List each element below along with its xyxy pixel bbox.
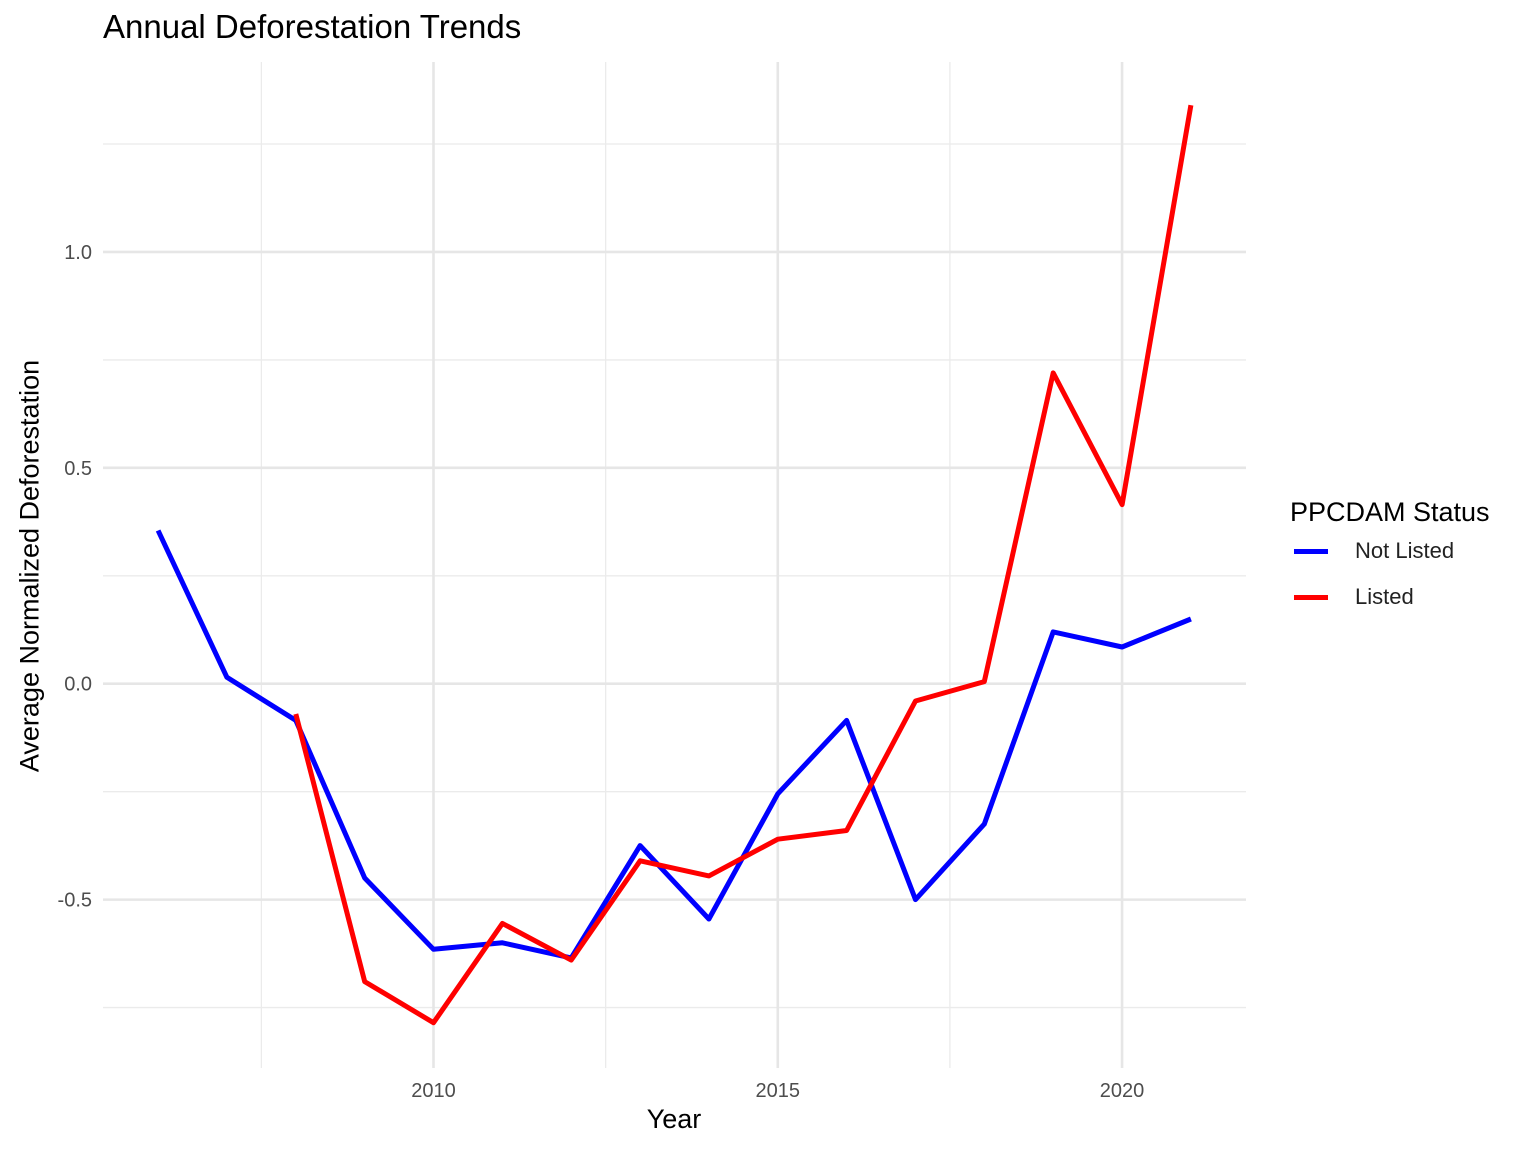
legend-title: PPCDAM Status (1290, 497, 1490, 527)
legend-label-listed: Listed (1355, 584, 1414, 609)
legend: PPCDAM Status Not Listed Listed (1290, 497, 1490, 620)
legend-item-not-listed: Not Listed (1290, 528, 1490, 574)
x-tick-label: 2015 (756, 1080, 801, 1102)
grid-major (103, 62, 1246, 1068)
legend-key-listed (1294, 594, 1328, 600)
legend-key-not-listed (1294, 548, 1328, 554)
x-tick-label: 2010 (411, 1080, 456, 1102)
legend-label-not-listed: Not Listed (1355, 538, 1455, 563)
x-tick-label: 2020 (1100, 1080, 1145, 1102)
series-line-not-listed (155, 529, 1192, 961)
y-tick-label: 0.0 (64, 674, 92, 696)
x-tick-labels: 2010 2015 2020 (411, 1080, 1144, 1102)
y-tick-label: 1.0 (64, 242, 92, 264)
series-line-listed (293, 104, 1194, 1026)
series-lines (155, 104, 1194, 1026)
x-axis-label: Year (646, 1104, 702, 1134)
chart-title: Annual Deforestation Trends (103, 8, 522, 45)
y-axis-label: Average Normalized Deforestation (14, 359, 45, 773)
grid-minor (103, 62, 1246, 1068)
y-tick-labels: -0.5 0.0 0.5 1.0 (58, 242, 92, 912)
legend-item-listed: Listed (1290, 574, 1490, 620)
y-tick-label: 0.5 (64, 458, 92, 480)
y-tick-label: -0.5 (58, 890, 92, 912)
